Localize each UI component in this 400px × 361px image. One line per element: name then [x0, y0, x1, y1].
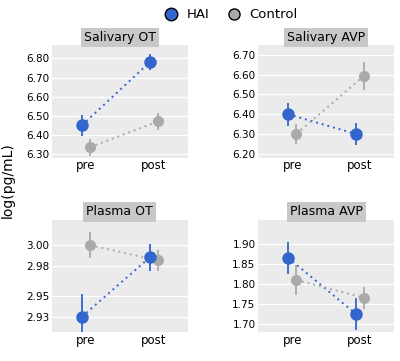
- Text: log(pg/mL): log(pg/mL): [1, 143, 15, 218]
- Legend: HAI, Control: HAI, Control: [158, 8, 298, 21]
- Title: Plasma AVP: Plasma AVP: [290, 205, 362, 218]
- Title: Salivary AVP: Salivary AVP: [287, 31, 365, 44]
- Title: Plasma OT: Plasma OT: [86, 205, 153, 218]
- Title: Salivary OT: Salivary OT: [84, 31, 156, 44]
